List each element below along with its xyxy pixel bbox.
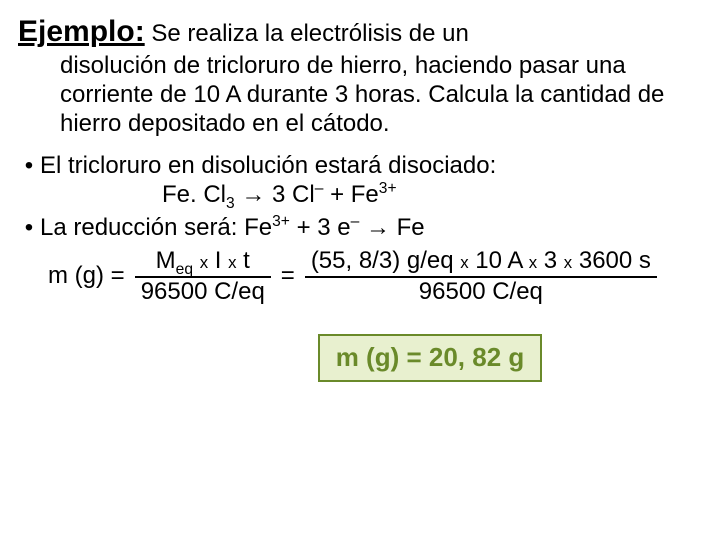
bullet-dot-icon: • (18, 214, 40, 243)
result-container: m (g) = 20, 82 g (18, 334, 702, 381)
bullet-dot-icon: • (18, 152, 40, 181)
fraction-1-numerator: Meq x I x t (150, 247, 256, 276)
fraction-1: Meq x I x t 96500 C/eq (135, 247, 271, 307)
bullet-2-formula: La reducción será: Fe3+ + 3 e– → Fe (40, 214, 425, 243)
bullet-1-formula: Fe. Cl3 → 3 Cl– + Fe3+ (162, 181, 702, 210)
formula-text: → Fe (359, 214, 424, 241)
problem-heading: Ejemplo: Se realiza la electrólisis de u… (18, 14, 702, 50)
formula-sup: – (351, 213, 360, 230)
example-label: Ejemplo: (18, 15, 145, 48)
bullet-2: • La reducción será: Fe3+ + 3 e– → Fe (18, 214, 702, 243)
problem-first-line: Se realiza la electrólisis de un (145, 20, 469, 47)
bullet-1-text: El tricloruro en disolución estará disoc… (40, 152, 496, 181)
formula-text: 3600 s (572, 247, 651, 274)
times-icon: x (564, 253, 572, 272)
formula-sup: 3+ (272, 213, 290, 230)
formula-text: (55, 8/3) g/eq (311, 247, 460, 274)
formula-text (193, 247, 200, 274)
formula-text: Fe. Cl (162, 181, 226, 208)
fraction-2: (55, 8/3) g/eq x 10 A x 3 x 3600 s 96500… (305, 247, 657, 307)
fraction-2-denominator: 96500 C/eq (413, 278, 549, 307)
fraction-2-numerator: (55, 8/3) g/eq x 10 A x 3 x 3600 s (305, 247, 657, 276)
times-icon: x (200, 253, 208, 272)
formula-text: I (208, 247, 228, 274)
mass-equation: m (g) = Meq x I x t 96500 C/eq = (55, 8/… (44, 247, 702, 307)
formula-text: M (156, 247, 176, 274)
formula-text: + 3 e (290, 214, 351, 241)
equation-lhs: m (g) = (48, 262, 125, 291)
bullet-1: • El tricloruro en disolución estará dis… (18, 152, 702, 210)
formula-text: La reducción será: Fe (40, 214, 272, 241)
result-box: m (g) = 20, 82 g (318, 334, 543, 381)
fraction-1-denominator: 96500 C/eq (135, 278, 271, 307)
formula-sub: 3 (226, 195, 235, 212)
formula-sup: 3+ (379, 180, 397, 197)
times-icon: x (460, 253, 468, 272)
formula-text: t (236, 247, 249, 274)
times-icon: x (529, 253, 537, 272)
problem-statement: disolución de tricloruro de hierro, haci… (60, 52, 702, 138)
equals-sign: = (281, 262, 295, 291)
formula-text: → 3 Cl (235, 181, 315, 208)
formula-text: 10 A (469, 247, 529, 274)
formula-text: + Fe (323, 181, 378, 208)
formula-text: 3 (537, 247, 564, 274)
